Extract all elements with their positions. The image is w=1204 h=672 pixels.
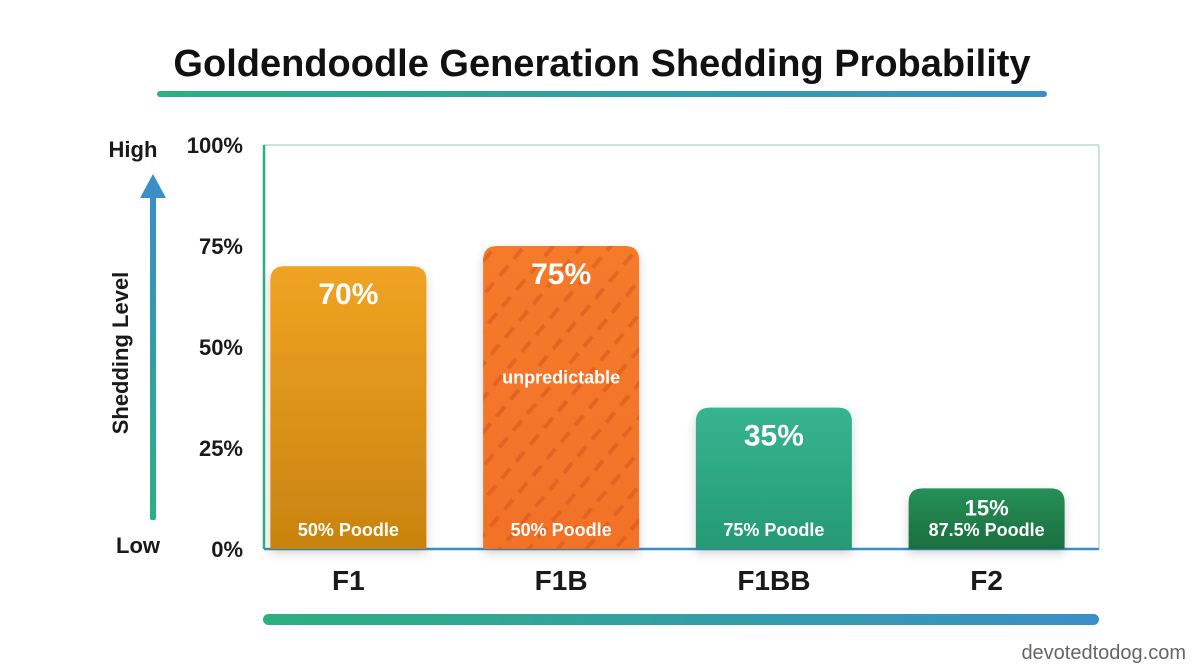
y-axis-high-label: High	[109, 137, 158, 162]
y-tick-label: 50%	[199, 335, 243, 360]
bar-f1bb: 35% 75% Poodle	[695, 407, 852, 549]
bar-poodle-label: 75% Poodle	[723, 520, 824, 540]
bar-value-label: 75%	[531, 258, 591, 291]
bar-poodle-label: 87.5% Poodle	[929, 520, 1045, 540]
y-tick-label: 25%	[199, 436, 243, 461]
bottom-accent-bar	[263, 614, 1099, 625]
chart-title: Goldendoodle Generation Shedding Probabi…	[173, 43, 1030, 85]
bar-rect	[908, 488, 1065, 549]
y-tick-labels: 0% 25% 50% 75% 100%	[187, 133, 243, 562]
y-axis-title: Shedding Level	[108, 272, 133, 435]
bar-poodle-label: 50% Poodle	[511, 520, 612, 540]
bar-f1b: 75% unpredictable 50% Poodle	[483, 246, 640, 549]
title-underline	[157, 91, 1047, 97]
category-labels: F1 F1B F1BB F2	[332, 565, 1003, 596]
bar-poodle-label: 50% Poodle	[298, 520, 399, 540]
bar-value-label: 15%	[965, 495, 1009, 520]
bar-annotation: unpredictable	[502, 367, 620, 387]
bar-f2: 15%87.5% Poodle	[908, 488, 1065, 549]
bar-value-label: 35%	[744, 420, 804, 453]
y-direction-arrow	[140, 174, 166, 520]
bar-rect	[695, 407, 852, 549]
bar-hatch	[483, 246, 640, 549]
x-category-label: F1	[332, 565, 365, 596]
y-tick-label: 0%	[211, 537, 243, 562]
y-tick-label: 75%	[199, 234, 243, 259]
y-axis-low-label: Low	[116, 533, 161, 558]
bar-value-label: 70%	[318, 278, 378, 311]
bar-f1: 70% 50% Poodle	[270, 266, 427, 549]
bar-rect	[270, 266, 427, 549]
x-category-label: F1BB	[737, 565, 810, 596]
source-credit: devotedtodog.com	[1021, 642, 1186, 664]
x-category-label: F1B	[535, 565, 588, 596]
x-category-label: F2	[970, 565, 1003, 596]
bars: 70% 50% Poodle 75% unpredictable 50% Poodle 3…	[270, 246, 1065, 549]
y-tick-label: 100%	[187, 133, 243, 158]
